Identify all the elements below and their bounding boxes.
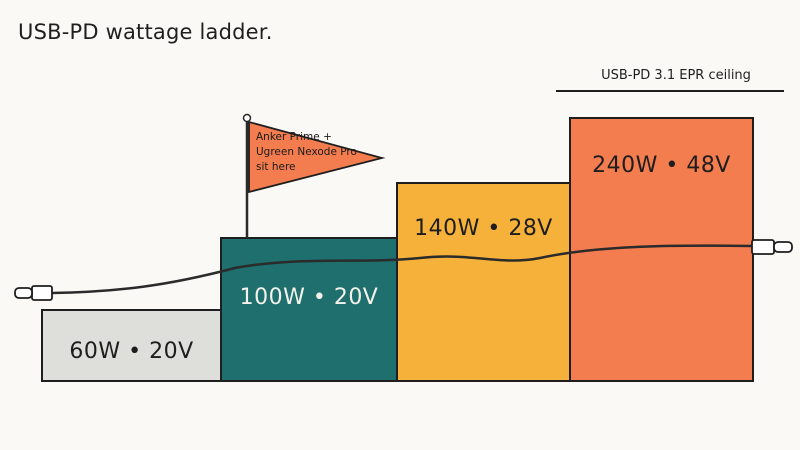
flag-caption: Anker Prime + Ugreen Nexode Pro sit here (256, 130, 376, 175)
flag-line: sit here (256, 161, 296, 173)
step-60w-label: 60W • 20V (69, 339, 194, 364)
step-60w: 60W • 20V (41, 309, 222, 382)
usb-c-plug-left-icon (14, 285, 53, 301)
usb-c-cable (51, 244, 753, 295)
flag-pole-knob (242, 113, 252, 123)
step-140w-label: 140W • 28V (414, 216, 553, 241)
flag-line: Ugreen Nexode Pro (256, 146, 357, 158)
flag-pennant (248, 120, 386, 194)
flag-line: Anker Prime + (256, 131, 332, 143)
step-140w: 140W • 28V (396, 182, 571, 382)
page-title: USB-PD wattage ladder. (18, 20, 273, 44)
epr-ceiling-label: USB-PD 3.1 EPR ceiling (601, 68, 751, 83)
step-240w-label: 240W • 48V (592, 153, 731, 178)
usb-c-plug-right-icon (751, 239, 793, 255)
step-100w-label: 100W • 20V (239, 285, 379, 310)
